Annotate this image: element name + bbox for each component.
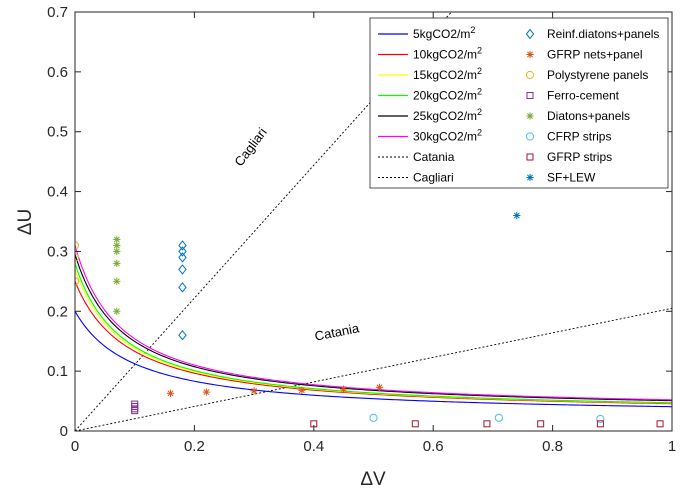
curve-25kgCO2-m2 (75, 254, 672, 402)
x-tick-label: 0.4 (303, 438, 324, 455)
legend-marker (525, 132, 535, 141)
data-point-cfrp-strips (369, 413, 378, 422)
data-point-gfrp-nets-panel (166, 389, 175, 397)
y-tick-label: 0 (60, 423, 68, 440)
legend-label: Ferro-cement (547, 89, 620, 103)
data-point-diatons-panels (113, 277, 121, 285)
data-point-cfrp-strips (596, 414, 605, 424)
legend-label: 5kgCO2/m2 (413, 25, 475, 41)
data-point-reinf-diatons-panels (178, 264, 187, 275)
legend-label: 25kgCO2/m2 (413, 107, 482, 123)
y-tick-label: 0.1 (47, 363, 68, 380)
x-tick-label: 0.8 (542, 438, 563, 455)
data-point-gfrp-nets-panel (340, 385, 348, 393)
x-tick-label: 0 (71, 438, 79, 455)
data-point-reinf-diatons-panels (178, 240, 187, 251)
data-point-cfrp-strips (494, 413, 503, 422)
legend-box (369, 17, 669, 189)
y-tick-label: 0.6 (47, 64, 68, 81)
data-point-reinf-diatons-panels (178, 246, 187, 257)
legend-label: Diatons+panels (547, 109, 630, 123)
legend-marker (526, 173, 534, 182)
data-point-gfrp-strips (537, 420, 545, 428)
legend: 5kgCO2/m210kgCO2/m215kgCO2/m220kgCO2/m22… (369, 17, 669, 189)
legend-label-text: 15kgCO2/m (413, 68, 477, 82)
legend-label: Polystyrene panels (547, 68, 648, 82)
legend-marker (525, 28, 535, 40)
legend-label-superscript: 2 (477, 46, 482, 56)
curve-5kgCO2-m2 (75, 311, 672, 408)
curve-20kgCO2-m2 (75, 263, 672, 404)
legend-label: 30kgCO2/m2 (413, 128, 482, 144)
x-tick-label: 0.6 (423, 438, 444, 455)
plot-frame (74, 11, 673, 432)
legend-label-superscript: 2 (477, 128, 482, 138)
legend-label: Reinf.diatons+panels (547, 27, 659, 41)
legend-label: Cagliari (413, 171, 454, 185)
y-tick-label: 0.2 (47, 303, 68, 320)
legend-label: 10kgCO2/m2 (413, 46, 482, 62)
data-point-diatons-panels (113, 259, 121, 267)
legend-label: 15kgCO2/m2 (413, 66, 482, 82)
legend-label-text: 20kgCO2/m (413, 89, 477, 103)
data-point-gfrp-strips (483, 420, 491, 428)
legend-marker (526, 153, 534, 161)
y-tick-label: 0.4 (47, 184, 68, 201)
curve-group (75, 245, 672, 408)
legend-label: CFRP strips (547, 130, 611, 144)
axis-ticks: 0 0.2 0.4 0.6 0.8 1 0 0.1 0.2 0.3 0.4 0.5 0.6 0.7 (47, 4, 676, 455)
data-point-gfrp-nets-panel (202, 388, 210, 396)
data-point-gfrp-nets-panel (250, 387, 258, 395)
legend-label-superscript: 2 (477, 66, 482, 76)
legend-marker (526, 92, 534, 99)
legend-label-superscript: 2 (477, 107, 482, 117)
y-tick-label: 0.7 (47, 4, 68, 21)
legend-label-superscript: 2 (477, 87, 482, 97)
legend-label: GFRP strips (547, 150, 612, 164)
data-point-gfrp-strips (656, 420, 664, 428)
data-point-gfrp-strips (596, 420, 604, 428)
y-tick-label: 0.3 (47, 243, 68, 260)
legend-marker (526, 112, 534, 120)
data-point-diatons-panels (113, 247, 121, 256)
x-tick-label: 1 (668, 438, 676, 455)
data-point-gfrp-nets-panel (375, 383, 384, 391)
x-axis-label: ΔV (360, 469, 386, 490)
reference-line-catania (75, 307, 672, 431)
data-point-sf-lew (513, 211, 521, 220)
data-point-reinf-diatons-panels (178, 282, 187, 293)
legend-label-text: 10kgCO2/m (413, 48, 477, 62)
y-tick-label: 0.5 (47, 124, 68, 141)
legend-marker (526, 50, 534, 59)
data-point-diatons-panels (113, 307, 121, 315)
legend-label: Catania (413, 150, 455, 164)
curve-10kgCO2-m2 (75, 281, 672, 405)
data-point-diatons-panels (113, 241, 121, 250)
legend-label-text: 25kgCO2/m (413, 109, 477, 123)
data-point-gfrp-strips (411, 420, 419, 428)
curve-30kgCO2-m2 (75, 245, 672, 401)
legend-label-superscript: 2 (470, 25, 475, 35)
data-point-ferro-cement (131, 407, 139, 415)
marker-group (75, 211, 664, 428)
legend-marker (525, 70, 535, 80)
data-point-reinf-diatons-panels (178, 330, 187, 341)
legend-label-text: 30kgCO2/m (413, 130, 477, 144)
legend-label: SF+LEW (547, 171, 596, 185)
legend-label: GFRP nets+panel (547, 48, 643, 62)
legend-label: 20kgCO2/m2 (413, 87, 482, 103)
data-point-reinf-diatons-panels (178, 252, 187, 263)
y-axis-label: ΔU (15, 209, 36, 235)
x-tick-label: 0.2 (184, 438, 205, 455)
legend-label-text: 5kgCO2/m (413, 27, 470, 41)
data-point-gfrp-nets-panel (298, 386, 306, 394)
